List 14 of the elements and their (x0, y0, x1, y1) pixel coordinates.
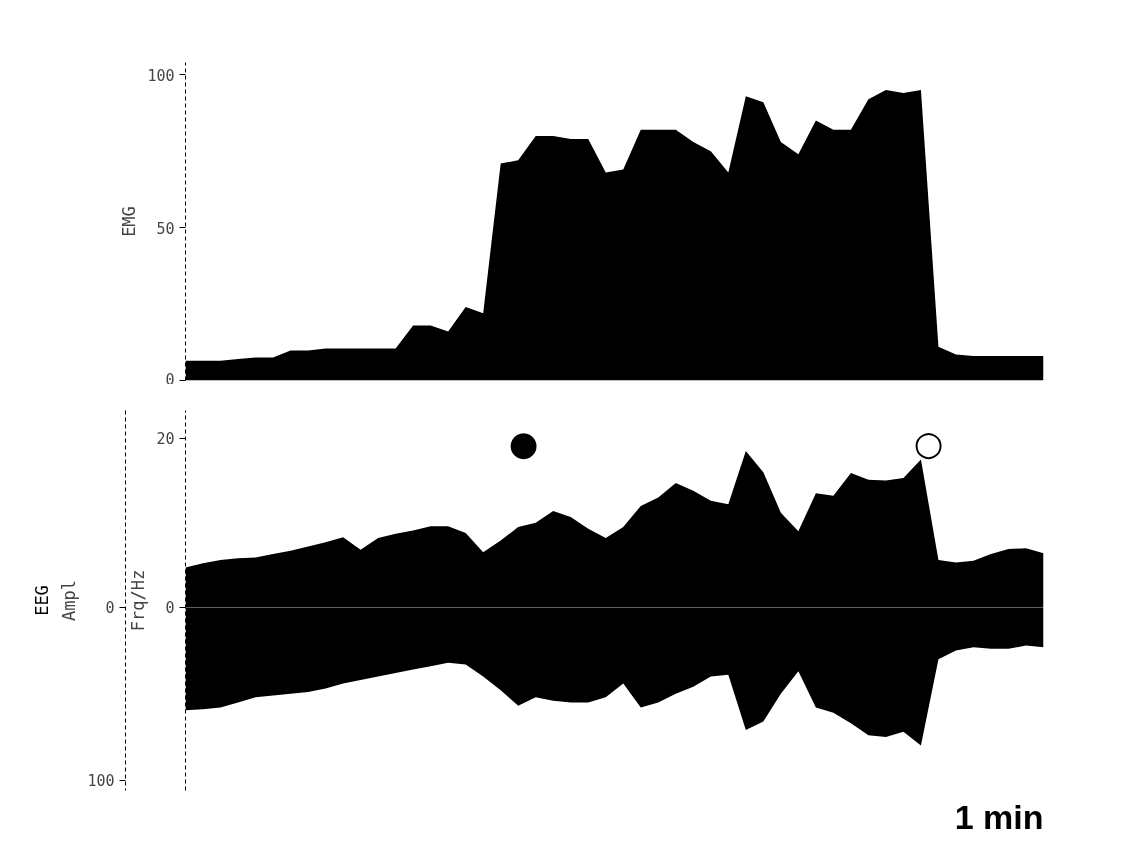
y-tick-label: 20 (156, 430, 175, 449)
y-axis-title: EMG (119, 206, 140, 237)
text: 1 min (954, 797, 1044, 836)
annotation: ○ (913, 422, 944, 463)
y-tick-label: 100 (147, 66, 175, 85)
y2-tick-label: 100 (87, 772, 115, 791)
text: EEG (31, 585, 52, 616)
y-axis-title: Frq/Hz (128, 569, 149, 632)
annotation: ● (508, 422, 539, 463)
y-tick-label: 0 (165, 370, 175, 389)
y2-tick-label: 0 (105, 599, 115, 618)
y-tick-label: 0 (165, 599, 175, 618)
y2-axis-title: Ampl (59, 580, 80, 621)
y-tick-label: 50 (156, 219, 175, 238)
